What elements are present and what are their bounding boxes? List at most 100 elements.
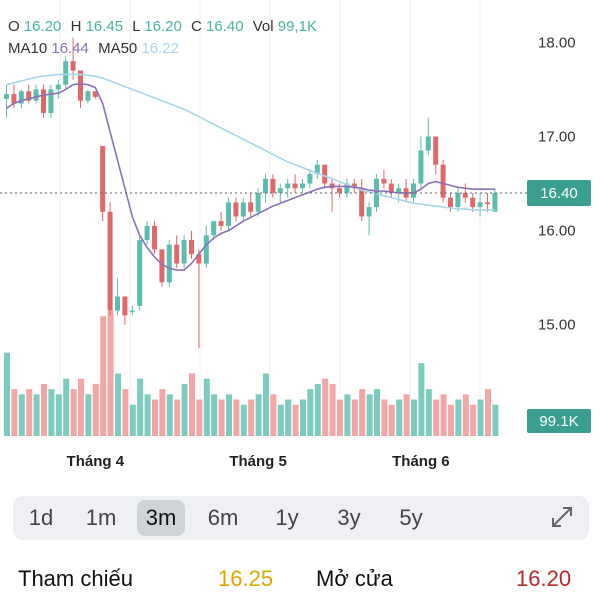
expand-icon[interactable] bbox=[549, 504, 575, 530]
volume-bar bbox=[440, 394, 447, 436]
candle bbox=[344, 178, 350, 198]
candle-body bbox=[181, 240, 187, 264]
candle-body bbox=[92, 91, 98, 97]
candle-body bbox=[448, 197, 453, 208]
volume-bar bbox=[359, 389, 366, 436]
candle-body bbox=[4, 94, 9, 99]
ma50-line bbox=[6, 73, 495, 211]
candle bbox=[307, 169, 313, 189]
candle bbox=[174, 235, 180, 269]
x-tick-label: Tháng 4 bbox=[67, 453, 125, 470]
volume-bar bbox=[277, 404, 284, 436]
candle bbox=[263, 174, 268, 203]
candle bbox=[433, 136, 439, 175]
price-summary: Tham chiếu 16.25 Mở cửa 16.20 bbox=[0, 560, 600, 600]
open-value: 16.20 bbox=[23, 18, 62, 35]
candle bbox=[285, 178, 291, 198]
time-range-selector: 1d 1m 3m 6m 1y 3y 5y bbox=[13, 496, 589, 540]
candle-body bbox=[470, 197, 476, 208]
x-tick-label: Tháng 5 bbox=[229, 453, 287, 470]
ma50-value: 16.22 bbox=[141, 40, 179, 57]
candle-body bbox=[477, 202, 483, 208]
candle-body bbox=[388, 183, 394, 193]
volume-bar bbox=[4, 352, 10, 436]
volume-value: 99,1K bbox=[277, 18, 317, 35]
volume-bar bbox=[411, 399, 417, 436]
current-volume-tag bbox=[527, 409, 591, 433]
volume-bar bbox=[240, 404, 247, 436]
volume-bar bbox=[166, 394, 173, 436]
candle-body bbox=[196, 254, 202, 264]
candle bbox=[240, 197, 246, 222]
candle bbox=[33, 84, 39, 104]
candle bbox=[48, 84, 54, 118]
candle-body bbox=[115, 296, 120, 311]
volume-bar bbox=[374, 389, 380, 436]
candle bbox=[55, 80, 61, 99]
volume-bar bbox=[226, 394, 232, 436]
candle-body bbox=[122, 296, 128, 316]
volume-bar bbox=[462, 394, 469, 436]
candle-body bbox=[18, 91, 24, 104]
candle-body bbox=[411, 183, 416, 198]
volume-bar bbox=[492, 404, 499, 436]
candle-body bbox=[240, 202, 246, 217]
volume-bar bbox=[270, 394, 277, 436]
volume-bar bbox=[92, 383, 99, 436]
volume-bar bbox=[189, 373, 195, 436]
candle-body bbox=[277, 188, 283, 193]
candle bbox=[137, 235, 143, 311]
volume-bar bbox=[174, 399, 181, 436]
candle bbox=[166, 240, 172, 288]
candle bbox=[218, 211, 224, 231]
range-5y-button[interactable]: 5y bbox=[399, 505, 423, 530]
candle-body bbox=[322, 164, 328, 184]
candle-body bbox=[63, 61, 69, 85]
volume-bar bbox=[107, 311, 114, 436]
volume-bar bbox=[144, 394, 151, 436]
grid bbox=[59, 0, 481, 436]
candle bbox=[18, 89, 24, 109]
candle-body bbox=[85, 91, 91, 101]
close-label: C bbox=[190, 18, 202, 35]
candle-body bbox=[41, 89, 46, 113]
range-6m-button[interactable]: 6m bbox=[207, 505, 239, 530]
range-1y-button[interactable]: 1y bbox=[275, 505, 299, 530]
candle-body bbox=[189, 240, 194, 255]
candle-body bbox=[440, 164, 446, 198]
candle-body bbox=[129, 310, 135, 313]
candles bbox=[4, 37, 498, 349]
candle bbox=[403, 178, 409, 203]
volume-bar bbox=[381, 399, 388, 436]
volume-bar bbox=[70, 389, 77, 436]
candle bbox=[4, 84, 9, 118]
ma50-label: MA50 bbox=[98, 40, 138, 57]
volume-bar bbox=[351, 399, 358, 436]
candle-body bbox=[48, 89, 54, 113]
open-label: O bbox=[8, 18, 20, 35]
candle-body bbox=[255, 192, 261, 212]
candle-body bbox=[381, 178, 387, 184]
volume-bar bbox=[115, 373, 121, 436]
ma10-value: 16.44 bbox=[51, 40, 89, 57]
candle bbox=[351, 178, 357, 193]
range-3y-button[interactable]: 3y bbox=[337, 505, 361, 530]
candle bbox=[181, 235, 187, 269]
volume-bar bbox=[63, 378, 70, 436]
candle-body bbox=[425, 136, 431, 151]
candle-body bbox=[285, 183, 291, 189]
x-tick-label: Tháng 6 bbox=[392, 453, 450, 470]
reference-price-value: 16.25 bbox=[218, 566, 274, 591]
range-1m-button[interactable]: 1m bbox=[85, 505, 117, 530]
volume-bar bbox=[48, 389, 55, 436]
candle bbox=[233, 197, 239, 222]
volume-bar bbox=[152, 399, 158, 436]
candle-body bbox=[100, 145, 106, 212]
candle-body bbox=[307, 174, 313, 184]
volume-bar bbox=[122, 389, 129, 436]
range-3m-button[interactable]: 3m bbox=[137, 500, 185, 536]
moving-averages bbox=[6, 73, 495, 271]
range-1d-button[interactable]: 1d bbox=[28, 505, 54, 530]
candle-body bbox=[107, 211, 113, 311]
